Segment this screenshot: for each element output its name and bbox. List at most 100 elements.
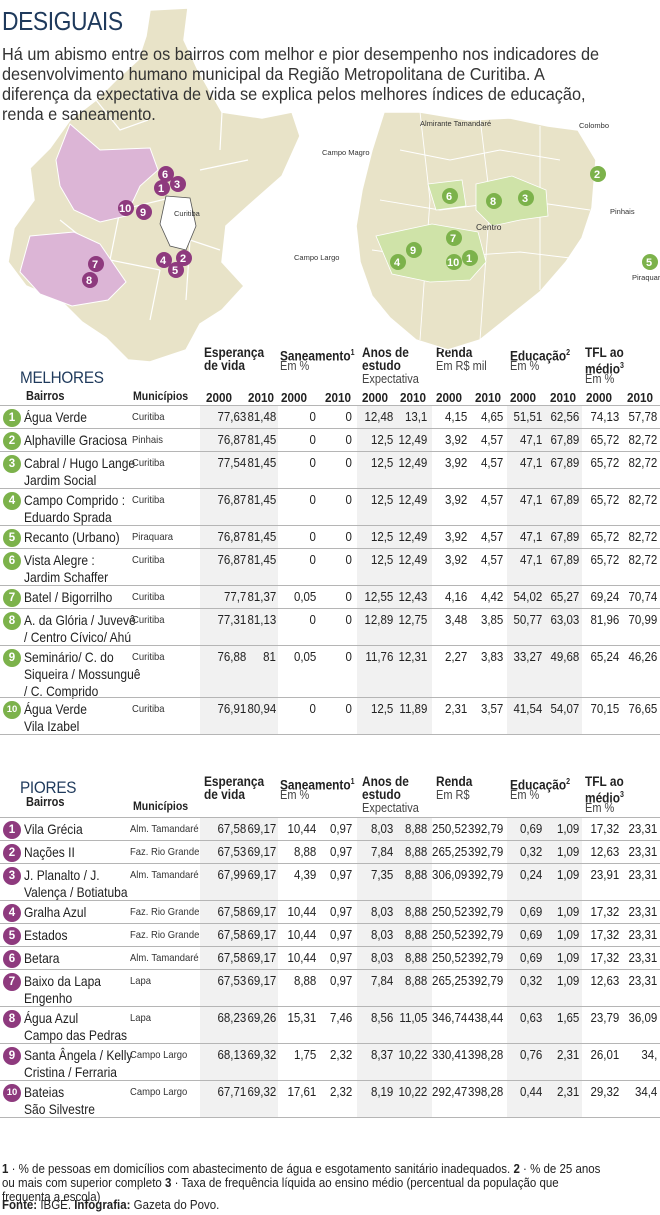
svg-text:5: 5 — [646, 257, 652, 269]
table-bottom-rule — [0, 734, 660, 735]
best-bairro-name: Batel / Bigorrilho — [24, 589, 113, 605]
col-bairros-worst: Bairros — [26, 795, 65, 809]
best-value-cell: 67,89 — [550, 530, 579, 544]
best-value-cell: 0 — [309, 493, 316, 507]
svg-text:4: 4 — [394, 257, 401, 269]
worst-value-cell: 0,97 — [329, 868, 352, 882]
worst-value-cell: 10,44 — [287, 905, 316, 919]
worst-value-cell: 12,63 — [590, 974, 619, 988]
page-title: DESIGUAIS — [2, 6, 123, 36]
best-value-cell: 47,1 — [519, 493, 542, 507]
col-renda-unit-worst: Em R$ — [436, 788, 470, 802]
worst-value-cell: 8,88 — [404, 951, 427, 965]
best-value-cell: 12,5 — [370, 493, 393, 507]
column-shade — [357, 586, 432, 608]
best-value-cell: 0 — [345, 493, 352, 507]
best-value-cell: 12,31 — [398, 650, 427, 664]
footnote-2-number: 2 — [513, 1162, 520, 1176]
footnote-definitions: 1 · % de pessoas em domicílios com abast… — [2, 1162, 606, 1204]
best-rank-badge: 8 — [3, 612, 21, 630]
worst-value-cell: 8,88 — [404, 974, 427, 988]
column-shade — [357, 452, 432, 488]
worst-value-cell: 250,52 — [431, 905, 467, 919]
svg-text:3: 3 — [522, 193, 528, 205]
best-value-cell: 51,51 — [513, 410, 542, 424]
worst-bairro-name: Vila Grécia — [24, 821, 83, 837]
best-value-cell: 0 — [345, 650, 352, 664]
year-esp-2010: 2010 — [248, 390, 275, 405]
worst-value-cell: 69,17 — [247, 845, 276, 859]
worst-value-cell: 10,44 — [287, 822, 316, 836]
best-value-cell: 4,42 — [480, 590, 503, 604]
worst-value-cell: 0,44 — [519, 1085, 542, 1099]
best-value-cell: 65,72 — [590, 433, 619, 447]
best-value-cell: 3,85 — [480, 613, 503, 627]
best-value-cell: 70,74 — [628, 590, 657, 604]
column-shade — [357, 970, 432, 1006]
column-shade — [507, 646, 582, 697]
best-value-cell: 69,24 — [590, 590, 619, 604]
col-educacao-unit-worst: Em % — [510, 788, 540, 802]
col-tfl-label: TFL ao médio — [585, 345, 624, 377]
col-anos-unit-worst: Expectativa — [362, 801, 419, 815]
worst-value-cell: 7,46 — [329, 1011, 352, 1025]
best-value-cell: 4,57 — [480, 530, 503, 544]
worst-rank-badge: 1 — [3, 821, 21, 839]
best-value-cell: 4,57 — [480, 493, 503, 507]
worst-value-cell: 69,17 — [247, 928, 276, 942]
worst-value-cell: 8,88 — [293, 974, 316, 988]
worst-value-cell: 17,32 — [590, 928, 619, 942]
column-shade — [200, 970, 278, 1006]
svg-text:8: 8 — [86, 275, 92, 287]
worst-value-cell: 10,22 — [398, 1048, 427, 1062]
worst-bairro-name: Betara — [24, 950, 60, 966]
region-south-highlight — [19, 231, 127, 307]
best-value-cell: 13,1 — [404, 410, 427, 424]
best-value-cell: 33,27 — [513, 650, 542, 664]
best-value-cell: 67,89 — [550, 493, 579, 507]
svg-text:7: 7 — [92, 259, 98, 271]
worst-municipio: Lapa — [130, 975, 152, 987]
footnote-3-text: · Taxa de frequência líquida ao ensino m… — [2, 1176, 559, 1204]
worst-value-cell: 0,97 — [329, 845, 352, 859]
worst-value-cell: 8,03 — [370, 905, 393, 919]
best-value-cell: 4,57 — [480, 456, 503, 470]
col-tfl: TFL ao médio3 — [585, 346, 629, 376]
worst-value-cell: 69,17 — [247, 974, 276, 988]
best-value-cell: 3,92 — [444, 456, 467, 470]
worst-value-cell: 250,52 — [431, 928, 467, 942]
best-value-cell: 0 — [309, 433, 316, 447]
worst-markers: 6 1 3 10 9 4 2 5 7 8 — [82, 166, 192, 288]
worst-municipio: Faz. Rio Grande — [130, 906, 200, 918]
worst-bairro-name: Santa Ângela / Kelly Cristina / Ferraria — [24, 1047, 133, 1080]
table-row: 6 Vista Alegre : Jardim Schaffer Curitiba 76… — [0, 548, 660, 585]
infographic-text: Gazeta do Povo. — [133, 1198, 220, 1212]
best-value-cell: 0 — [345, 456, 352, 470]
worst-value-cell: 292,47 — [431, 1085, 467, 1099]
table-row: 9 Seminário/ C. do Siqueira / Mossunguê / C… — [0, 645, 660, 699]
worst-value-cell: 1,09 — [556, 822, 579, 836]
worst-value-cell: 8,88 — [404, 845, 427, 859]
worst-value-cell: 68,13 — [217, 1048, 246, 1062]
table-row: 6 Betara Alm. Tamandaré 67,58 69,17 10,44 0,97… — [0, 946, 660, 969]
col-municipios: Municípios — [133, 389, 189, 403]
column-shade — [200, 698, 278, 734]
best-value-cell: 12,49 — [398, 456, 427, 470]
column-shade — [200, 489, 278, 525]
worst-value-cell: 265,25 — [431, 974, 467, 988]
table-row: 7 Baixo da Lapa Engenho Lapa 67,53 69,17 8,88 0… — [0, 969, 660, 1006]
worst-value-cell: 23,31 — [628, 951, 657, 965]
worst-value-cell: 67,99 — [217, 868, 246, 882]
col-educacao-sup: 2 — [566, 348, 571, 357]
best-value-cell: 74,13 — [590, 410, 619, 424]
worst-value-cell: 34, — [641, 1048, 657, 1062]
worst-value-cell: 0,63 — [519, 1011, 542, 1025]
table-row: 5 Recanto (Urbano) Piraquara 76,87 81,45 0 0 12… — [0, 525, 660, 548]
map-label-curitiba: Curitiba — [174, 209, 201, 218]
year-tfl-2010: 2010 — [627, 390, 654, 405]
column-shade — [507, 406, 582, 428]
best-value-cell: 0 — [345, 590, 352, 604]
best-bairro-name: Água Verde — [24, 409, 87, 425]
column-shade — [357, 698, 432, 734]
worst-municipio: Faz. Rio Grande — [130, 846, 200, 858]
